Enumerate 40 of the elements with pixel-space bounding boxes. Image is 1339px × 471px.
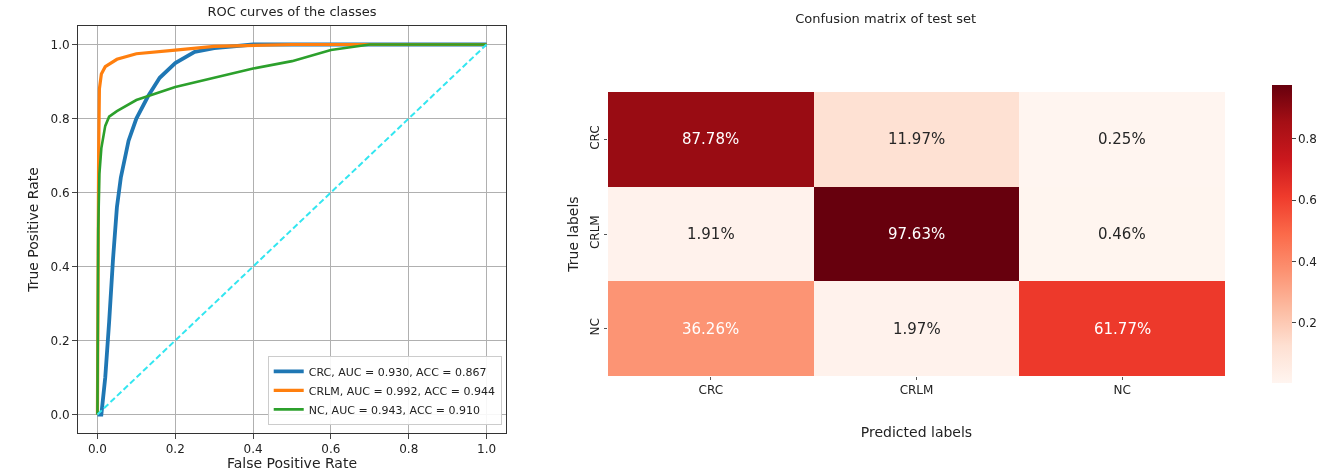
y-tick-label: 0.6 — [50, 185, 70, 200]
x-tick-label: NC — [1113, 383, 1131, 398]
data-label: 0.46% — [1098, 225, 1146, 243]
x-tick-label: 0.4 — [243, 442, 263, 457]
data-label: 97.63% — [888, 225, 946, 243]
data-label: 61.77% — [1094, 320, 1152, 338]
legend-label: NC, AUC = 0.943, ACC = 0.910 — [308, 403, 480, 417]
legend-label: CRC, AUC = 0.930, ACC = 0.867 — [308, 365, 487, 379]
legend-label: CRLM, AUC = 0.992, ACC = 0.944 — [308, 384, 495, 398]
x-tick-label: CRC — [698, 383, 724, 398]
x-tick-label: CRLM — [899, 383, 934, 398]
x-tick-label: 0.8 — [399, 442, 419, 457]
color-bar-label: 0.4 — [1297, 254, 1317, 269]
y-tick-label: 1.0 — [50, 37, 70, 52]
x-axis-title: False Positive Rate — [226, 455, 358, 471]
x-axis-title: Predicted labels — [860, 423, 973, 440]
y-axis-title: True Positive Rate — [25, 167, 42, 293]
chart-title: Confusion matrix of test set — [795, 11, 977, 27]
y-tick-label: 0.8 — [50, 111, 70, 126]
y-axis-title: True labels — [564, 196, 581, 273]
y-tick-label: NC — [588, 318, 603, 336]
color-bar-label: 0.8 — [1297, 132, 1317, 147]
y-tick-label: 0.2 — [50, 333, 70, 348]
x-tick-label: 0.6 — [321, 442, 341, 457]
data-label: 11.97% — [888, 130, 946, 148]
y-tick-label: 0.4 — [50, 259, 70, 274]
color-bar-label: 0.6 — [1297, 193, 1317, 208]
data-label: 87.78% — [682, 130, 740, 148]
y-tick-label: CRC — [588, 125, 603, 150]
y-tick-label: CRLM — [588, 215, 603, 250]
x-tick-label: 0.2 — [165, 442, 185, 457]
x-tick-label: 0.0 — [87, 442, 107, 457]
x-tick-label: 1.0 — [477, 442, 497, 457]
data-label: 1.97% — [893, 320, 941, 338]
chart-title: ROC curves of the classes — [207, 4, 377, 20]
data-label: 0.25% — [1098, 130, 1146, 148]
data-label: 36.26% — [682, 320, 740, 338]
color-bar-label: 0.2 — [1297, 315, 1317, 330]
data-label: 1.91% — [687, 225, 735, 243]
y-tick-label: 0.0 — [50, 407, 70, 422]
